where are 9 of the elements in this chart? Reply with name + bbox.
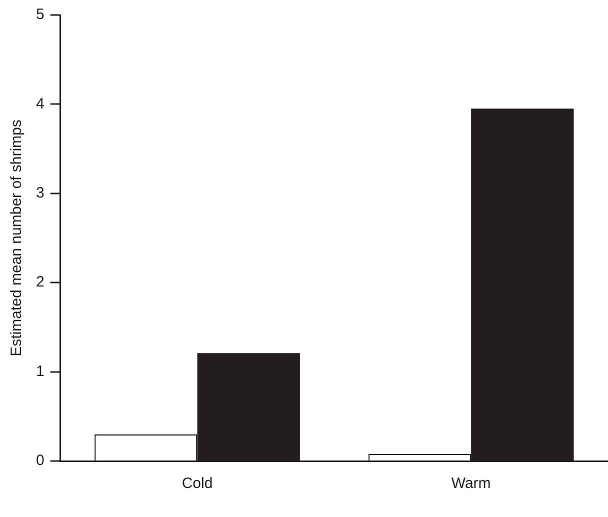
y-tick-label: 5	[36, 6, 44, 24]
y-tick-label: 1	[36, 362, 44, 380]
y-tick-label: 4	[36, 95, 44, 112]
y-tick-label: 2	[36, 274, 44, 291]
y-tick-label: 0	[36, 452, 44, 470]
x-tick-label: Cold	[182, 475, 213, 492]
x-tick-label: Warm	[451, 475, 491, 492]
y-axis-title: Estimated mean number of shrimps	[8, 120, 26, 356]
y-tick-label: 3	[36, 184, 44, 202]
